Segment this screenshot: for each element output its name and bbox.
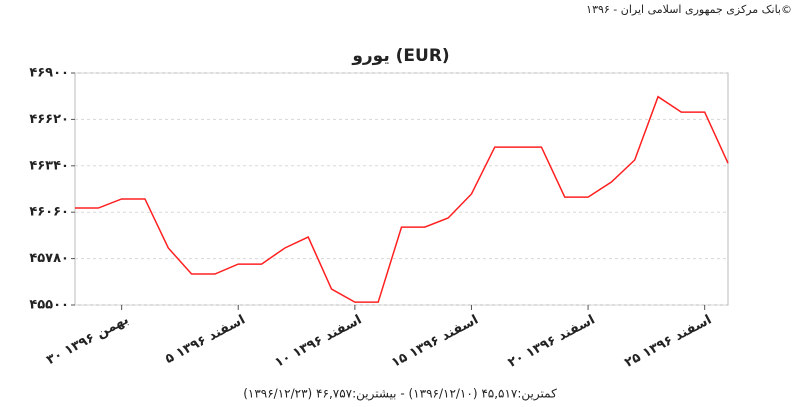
y-tick-label: ۴۵۵۰۰ — [29, 298, 69, 313]
x-tick-label: ۳۰ بهمن ۱۳۹۶ — [44, 312, 131, 368]
plot-frame — [74, 72, 729, 306]
x-tick-label: ۲۰ اسفند ۱۳۹۶ — [506, 312, 598, 370]
copyright: بانک مرکزی جمهوری اسلامی ایران - ۱۳۹۶© — [586, 3, 792, 16]
y-tick-label: ۴۶۳۴۰ — [29, 158, 69, 173]
x-tick-label: ۱۵ اسفند ۱۳۹۶ — [389, 312, 481, 370]
chart-title: یورو (EUR) — [351, 46, 449, 66]
y-tick-label: ۴۶۶۲۰ — [29, 112, 69, 127]
y-tick-label: ۴۵۷۸۰ — [29, 251, 69, 266]
line-series — [75, 95, 729, 303]
y-tick-label: ۴۶۹۰۰ — [29, 66, 69, 81]
footer: کمترین:۴۵,۵۱۷ (۱۳۹۶/۱۲/۱۰) - بیشترین:۴۶,… — [243, 387, 557, 402]
x-tick-label: ۱۰ اسفند ۱۳۹۶ — [272, 312, 364, 370]
x-tick-label: ۲۵ اسفند ۱۳۹۶ — [622, 312, 714, 370]
x-tick-label: ۵ اسفند ۱۳۹۶ — [163, 312, 248, 367]
y-tick-label: ۴۶۰۶۰ — [29, 205, 69, 220]
